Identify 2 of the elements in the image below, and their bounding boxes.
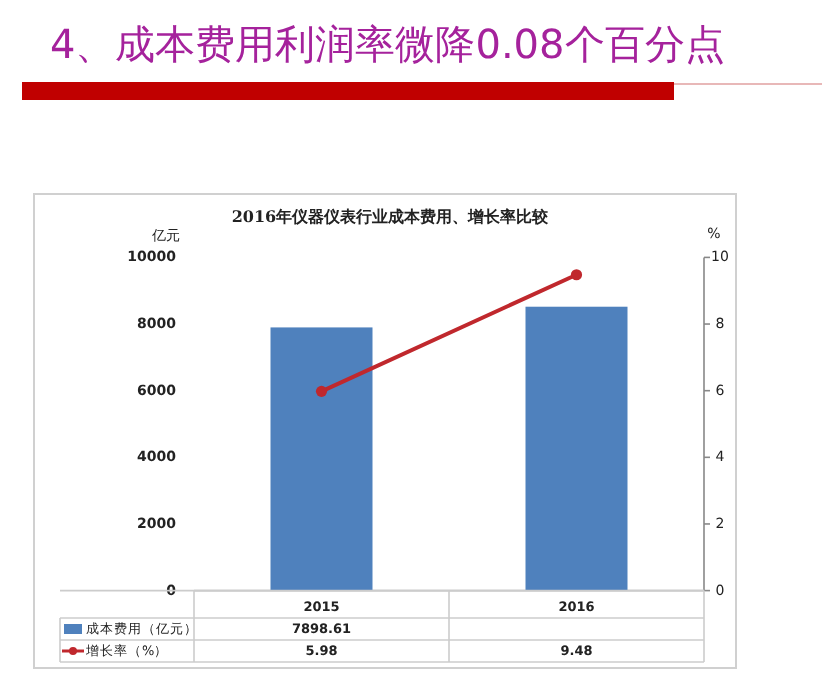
chart-title: 4、成本费用利润率微降0.08个百分点 [50,20,725,68]
chart-subtitle: 2016年仪器仪表行业成本费用、增长率比较 [231,206,551,226]
